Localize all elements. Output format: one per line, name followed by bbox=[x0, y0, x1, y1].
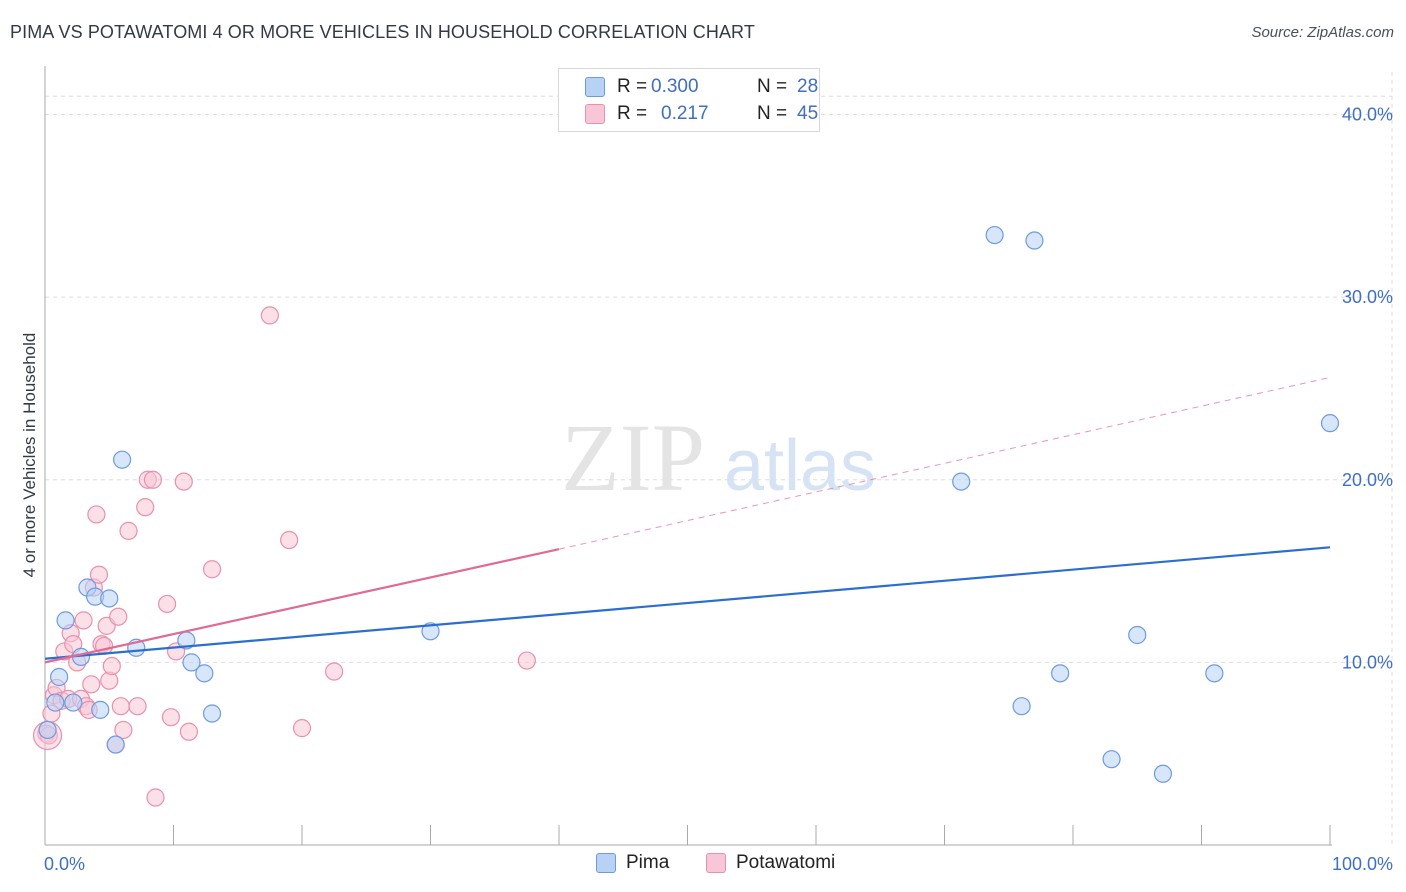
pima-points bbox=[38, 225, 1340, 783]
pima-point bbox=[91, 700, 110, 719]
pima-point bbox=[1320, 414, 1340, 433]
pima-point bbox=[106, 735, 125, 754]
potawatomi-n-label: N = bbox=[757, 103, 788, 124]
y-tick-label: 30.0% bbox=[1342, 287, 1393, 307]
pima-trend-line bbox=[44, 546, 1331, 660]
pima-legend-swatch bbox=[596, 853, 616, 873]
y-tick-label: 40.0% bbox=[1342, 105, 1393, 125]
pima-point bbox=[112, 450, 132, 469]
potawatomi-point bbox=[89, 565, 109, 584]
pima-point bbox=[1025, 231, 1044, 250]
grid-lines bbox=[45, 72, 1393, 845]
potawatomi-point bbox=[119, 521, 138, 540]
pima-point bbox=[195, 664, 214, 683]
correlation-legend: R = 0.300 N = 28 R = 0.217 N = 45 bbox=[558, 68, 820, 132]
potawatomi-swatch bbox=[585, 104, 605, 124]
potawatomi-point bbox=[109, 607, 128, 626]
potawatomi-point bbox=[111, 697, 130, 716]
pima-legend-label: Pima bbox=[626, 852, 670, 873]
potawatomi-point bbox=[114, 720, 133, 740]
pima-point bbox=[1051, 664, 1070, 683]
pima-point bbox=[952, 472, 971, 491]
pima-point bbox=[1153, 764, 1173, 783]
y-tick-label: 10.0% bbox=[1342, 652, 1393, 672]
potawatomi-point bbox=[292, 719, 312, 738]
pima-n-label: N = bbox=[757, 76, 788, 97]
chart-title: PIMA VS POTAWATOMI 4 OR MORE VEHICLES IN… bbox=[10, 22, 755, 42]
pima-point bbox=[1012, 697, 1031, 716]
potawatomi-points bbox=[32, 306, 536, 807]
potawatomi-point bbox=[95, 636, 114, 656]
potawatomi-point bbox=[517, 651, 536, 670]
pima-point bbox=[64, 693, 83, 712]
potawatomi-point bbox=[136, 498, 155, 517]
potawatomi-r-value: 0.217 bbox=[661, 103, 709, 124]
potawatomi-point bbox=[157, 594, 177, 614]
potawatomi-point bbox=[179, 722, 199, 741]
watermark-zip: ZIP bbox=[561, 404, 705, 511]
pima-point bbox=[182, 653, 201, 672]
potawatomi-n-value: 45 bbox=[797, 103, 819, 124]
potawatomi-legend-label: Potawatomi bbox=[736, 852, 836, 873]
potawatomi-point bbox=[280, 530, 299, 550]
potawatomi-point bbox=[87, 505, 106, 524]
potawatomi-point bbox=[128, 697, 147, 716]
x-tick-label-min: 0.0% bbox=[44, 854, 85, 874]
potawatomi-point bbox=[202, 560, 222, 579]
watermark-atlas: atlas bbox=[724, 426, 876, 506]
pima-swatch bbox=[585, 77, 605, 97]
y-tick-labels: 10.0% 20.0% 30.0% 40.0% bbox=[1342, 105, 1393, 673]
pima-point bbox=[202, 704, 222, 723]
series-legend: Pima Potawatomi bbox=[0, 852, 1406, 876]
potawatomi-point bbox=[260, 306, 279, 325]
pima-point bbox=[38, 720, 57, 740]
watermark: ZIP atlas bbox=[561, 404, 876, 511]
potawatomi-point bbox=[325, 662, 344, 681]
potawatomi-legend-swatch bbox=[706, 853, 726, 873]
pima-point bbox=[1205, 664, 1224, 683]
potawatomi-point bbox=[74, 611, 93, 630]
pima-point bbox=[46, 693, 65, 712]
pima-point bbox=[421, 622, 440, 641]
potawatomi-point bbox=[174, 472, 193, 491]
potawatomi-point bbox=[82, 675, 101, 694]
pima-point bbox=[56, 611, 75, 630]
pima-point bbox=[985, 225, 1004, 245]
pima-r-label: R = bbox=[617, 76, 648, 97]
pima-point bbox=[1128, 625, 1147, 645]
potawatomi-point bbox=[143, 470, 163, 489]
x-tick-label-max: 100.0% bbox=[1332, 854, 1393, 874]
y-tick-label: 20.0% bbox=[1342, 470, 1393, 490]
pima-point bbox=[50, 667, 69, 687]
potawatomi-point bbox=[146, 788, 165, 807]
trend-lines bbox=[44, 377, 1331, 664]
potawatomi-trend-line bbox=[44, 548, 560, 664]
x-tick-labels: 0.0% 100.0% bbox=[44, 854, 1393, 874]
potawatomi-point bbox=[102, 656, 121, 676]
potawatomi-point bbox=[161, 708, 181, 727]
pima-n-value: 28 bbox=[797, 76, 819, 97]
pima-r-value: 0.300 bbox=[651, 76, 699, 97]
source-note: Source: ZipAtlas.com bbox=[1251, 24, 1394, 41]
pima-point bbox=[1102, 750, 1121, 769]
pima-point bbox=[100, 589, 119, 608]
potawatomi-r-label: R = bbox=[617, 103, 648, 124]
